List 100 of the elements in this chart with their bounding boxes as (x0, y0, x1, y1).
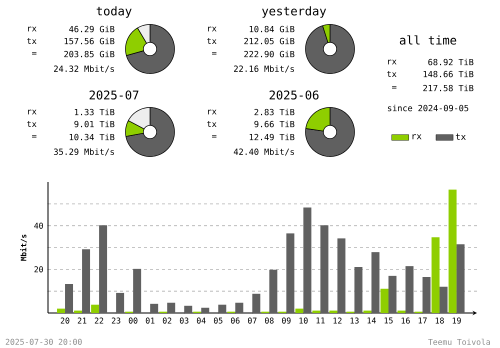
x-tick-label: 18 (436, 318, 444, 324)
text: rx (208, 26, 216, 32)
x-tick-label: 11 (316, 318, 325, 324)
bar (116, 292, 124, 314)
text: 217.58 TiB (423, 84, 474, 92)
chart-title: yesterday (262, 6, 326, 18)
text: 42.40 Mbit/s (234, 148, 294, 156)
legend-label: tx (456, 134, 466, 140)
bar (286, 233, 294, 314)
bar (150, 304, 158, 314)
text: 203.85 GiB (64, 50, 114, 58)
x-tick-label: 10 (300, 318, 308, 324)
bar (184, 306, 192, 314)
x-tick-label: 22 (94, 318, 104, 324)
bar (167, 302, 176, 314)
text: 212.05 GiB (244, 38, 294, 44)
bar (380, 288, 388, 314)
bar (422, 276, 431, 314)
text: 222.90 GiB (244, 50, 294, 58)
chart-title: 2025-07 (90, 90, 138, 100)
x-tick-label: 01 (146, 318, 154, 324)
text: 10.34 TiB (70, 134, 114, 140)
text: tx (207, 121, 216, 127)
bar (398, 310, 406, 314)
text: = (32, 52, 36, 54)
text: 35.29 Mbit/s (54, 148, 114, 156)
x-tick-label: 02 (162, 318, 172, 324)
text: 46.29 GiB (69, 26, 114, 32)
legend-label: rx (412, 134, 422, 140)
x-tick-label: 06 (230, 318, 240, 324)
x-tick-label: 20 (60, 318, 70, 324)
bar (295, 308, 304, 314)
text: tx (387, 71, 396, 77)
text: rx (28, 26, 36, 32)
text: 10.84 GiB (250, 26, 294, 32)
text: 9.01 TiB (74, 120, 114, 128)
bar (354, 266, 362, 314)
bar (320, 225, 328, 314)
bar (329, 310, 338, 314)
text: all time (400, 35, 456, 45)
x-tick-label: 00 (128, 318, 138, 324)
x-tick-label: 05 (214, 318, 222, 324)
bar (456, 244, 465, 314)
bar (218, 304, 226, 314)
x-tick-label: 16 (402, 318, 410, 324)
text: Teemu Toivola (428, 338, 490, 345)
text: 68.92 TiB (428, 58, 474, 66)
bar (252, 294, 260, 314)
bar (388, 276, 396, 314)
bar (432, 237, 440, 314)
chart-title: 2025-06 (270, 90, 319, 100)
text: = (32, 135, 36, 138)
bar (201, 308, 210, 314)
text: rx (28, 110, 36, 114)
bar (363, 310, 372, 314)
text: 2.83 TiB (254, 108, 294, 116)
x-tick-label: 07 (248, 318, 257, 324)
x-tick-label: 14 (368, 318, 376, 324)
text: 24.32 Mbit/s (54, 65, 114, 73)
bar (269, 270, 278, 314)
bar (57, 308, 66, 314)
bar (82, 249, 90, 314)
text: 2025-07-30 20:00 (6, 338, 82, 345)
x-tick-label: 15 (384, 318, 393, 324)
text: 1.33 TiB (74, 108, 114, 116)
bar (74, 310, 82, 314)
bar (303, 208, 312, 314)
x-tick-label: 19 (452, 318, 461, 324)
text: tx (27, 121, 36, 127)
chart-title: today (96, 6, 132, 18)
x-tick-label: 23 (112, 318, 120, 324)
bar (91, 304, 100, 314)
x-tick-label: 21 (78, 318, 86, 324)
x-tick-label: 17 (418, 318, 427, 324)
bar (235, 302, 244, 314)
text: = (212, 135, 216, 138)
text: tx (27, 38, 36, 44)
text: 148.66 TiB (424, 70, 474, 78)
x-tick-label: 12 (334, 318, 342, 324)
text: 12.49 TiB (250, 134, 294, 140)
bar (312, 310, 320, 314)
text: = (212, 52, 216, 54)
bar (440, 286, 448, 314)
text: = (392, 86, 396, 88)
text: since 2024-09-05 (388, 104, 468, 112)
x-tick-label: 03 (180, 318, 188, 324)
bar (371, 252, 380, 314)
bar (448, 190, 457, 314)
text: 9.66 TiB (254, 120, 294, 128)
x-tick-label: 13 (350, 318, 359, 324)
x-tick-label: 08 (265, 318, 274, 324)
bar (133, 268, 142, 314)
x-tick-label: 04 (196, 318, 206, 324)
text: tx (207, 38, 216, 44)
text: rx (388, 60, 396, 64)
x-tick-label: 09 (282, 318, 291, 324)
y-tick-label: 40 (34, 222, 43, 229)
bar (406, 266, 414, 314)
bar (99, 225, 108, 314)
text: rx (208, 110, 216, 114)
